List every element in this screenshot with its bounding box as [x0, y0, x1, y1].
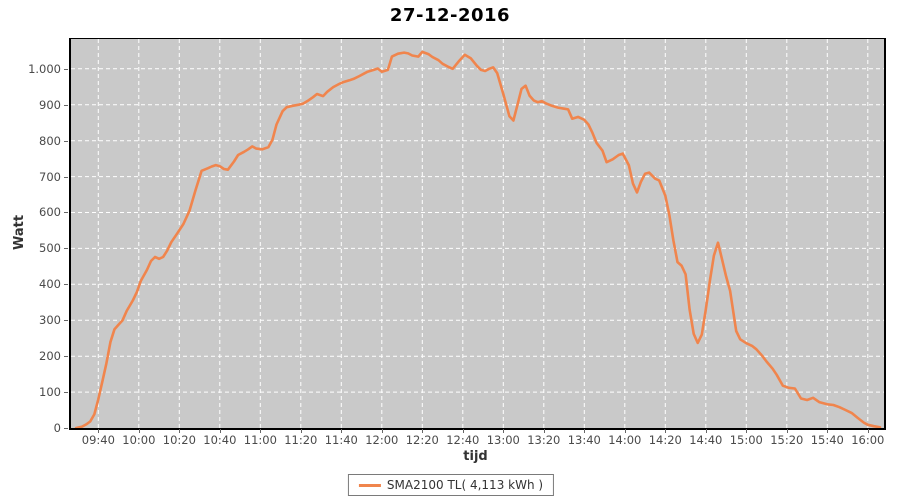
x-tick-mark: [422, 429, 424, 433]
legend-label: SMA2100 TL( 4,113 kWh ): [386, 478, 544, 492]
x-tick-mark: [746, 429, 748, 433]
x-tick-mark: [462, 429, 464, 433]
x-axis-title: tijd: [463, 449, 488, 464]
x-tick-label: 11:20: [284, 433, 318, 447]
x-tick-label: 14:20: [648, 433, 682, 447]
y-tick-label: 400: [39, 277, 61, 292]
x-tick-label: 14:00: [608, 433, 642, 447]
x-tick-label: 13:40: [567, 433, 601, 447]
y-tick-mark: [64, 320, 68, 322]
x-tick-label: 10:20: [162, 433, 196, 447]
plot-area: [69, 38, 886, 430]
x-tick-mark: [827, 429, 829, 433]
y-tick-label: 0: [53, 421, 61, 435]
chart-title: 27-12-2016: [389, 5, 511, 26]
y-tick-mark: [64, 392, 68, 394]
y-tick-label: 700: [39, 169, 61, 184]
x-tick-label: 15:00: [729, 433, 763, 447]
x-tick-mark: [341, 429, 343, 433]
x-tick-mark: [300, 429, 302, 433]
y-tick-label: 100: [39, 385, 61, 400]
x-tick-mark: [867, 429, 869, 433]
x-tick-label: 15:20: [770, 433, 804, 447]
x-tick-label: 12:20: [405, 433, 439, 447]
x-tick-mark: [138, 429, 140, 433]
x-tick-mark: [219, 429, 221, 433]
x-tick-label: 11:00: [243, 433, 277, 447]
y-axis-title: Watt: [12, 214, 28, 251]
x-tick-mark: [98, 429, 100, 433]
y-tick-mark: [64, 284, 68, 286]
x-tick-label: 16:00: [851, 433, 885, 447]
y-tick-mark: [64, 356, 68, 358]
y-tick-mark: [64, 212, 68, 214]
x-tick-mark: [381, 429, 383, 433]
x-tick-label: 09:40: [81, 433, 115, 447]
y-tick-mark: [64, 104, 68, 106]
y-tick-mark: [64, 248, 68, 250]
x-tick-label: 10:00: [122, 433, 156, 447]
series-line: [74, 50, 882, 428]
y-tick-label: 1.000: [28, 61, 61, 76]
y-tick-label: 800: [39, 133, 61, 148]
x-tick-mark: [665, 429, 667, 433]
x-tick-label: 15:40: [810, 433, 844, 447]
y-tick-mark: [64, 176, 68, 178]
y-tick-label: 600: [39, 205, 61, 220]
series-color-line: [358, 483, 381, 487]
x-tick-label: 12:40: [446, 433, 480, 447]
x-tick-mark: [503, 429, 505, 433]
x-tick-label: 13:20: [527, 433, 561, 447]
x-tick-mark: [260, 429, 262, 433]
legend: SMA2100 TL( 4,113 kWh ): [347, 474, 555, 496]
y-tick-label: 200: [39, 349, 61, 364]
y-tick-label: 300: [39, 313, 61, 328]
x-tick-label: 11:40: [324, 433, 358, 447]
x-tick-mark: [543, 429, 545, 433]
y-tick-mark: [64, 68, 68, 70]
x-tick-mark: [584, 429, 586, 433]
x-tick-mark: [179, 429, 181, 433]
y-tick-label: 900: [39, 97, 61, 112]
y-tick-label: 500: [39, 241, 61, 256]
series-line-chart: [71, 39, 884, 428]
x-tick-mark: [786, 429, 788, 433]
x-tick-label: 10:40: [203, 433, 237, 447]
x-tick-mark: [624, 429, 626, 433]
x-tick-mark: [705, 429, 707, 433]
x-tick-label: 13:00: [486, 433, 520, 447]
y-tick-mark: [64, 140, 68, 142]
y-tick-mark: [64, 428, 68, 429]
x-tick-label: 12:00: [365, 433, 399, 447]
x-tick-label: 14:40: [689, 433, 723, 447]
